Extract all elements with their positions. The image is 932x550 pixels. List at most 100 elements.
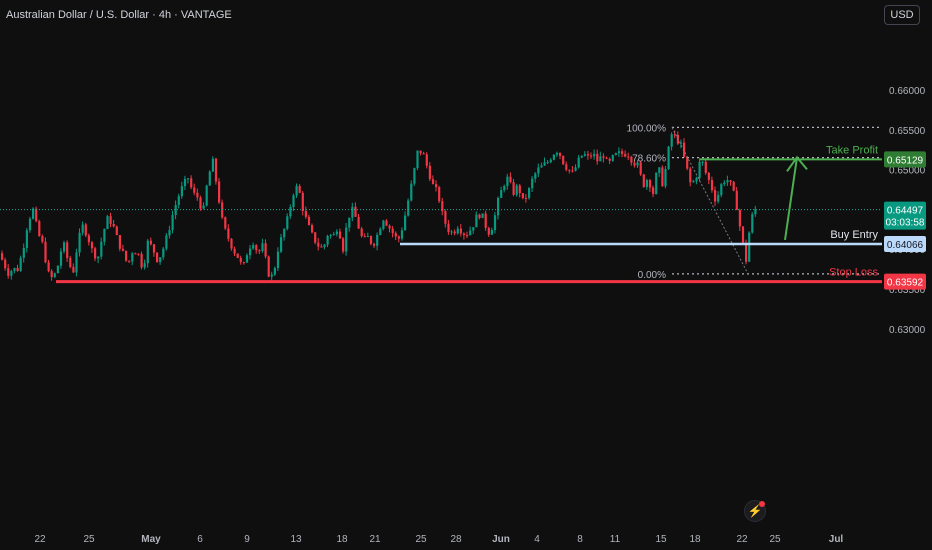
candle[interactable]	[648, 178, 652, 192]
candle[interactable]	[174, 200, 177, 220]
candle[interactable]	[280, 233, 283, 253]
candle[interactable]	[655, 171, 658, 195]
candle[interactable]	[664, 165, 667, 189]
lightning-bolt-icon[interactable]: ⚡	[744, 500, 766, 522]
candle[interactable]	[639, 160, 642, 176]
candle[interactable]	[720, 182, 723, 198]
candle[interactable]	[103, 228, 106, 246]
candle[interactable]	[373, 242, 376, 249]
candle[interactable]	[583, 151, 586, 157]
candle[interactable]	[466, 231, 469, 239]
fibonacci-retracement[interactable]: 100.00% 78.60% 0.00%	[627, 123, 882, 281]
candle[interactable]	[131, 251, 134, 266]
candle[interactable]	[338, 228, 342, 239]
candle[interactable]	[208, 170, 211, 186]
candle[interactable]	[621, 148, 624, 158]
candle[interactable]	[503, 184, 506, 193]
candle[interactable]	[633, 161, 636, 168]
candle[interactable]	[410, 180, 413, 202]
candle[interactable]	[382, 219, 385, 231]
candle[interactable]	[121, 244, 125, 252]
candle[interactable]	[652, 185, 655, 198]
candle[interactable]	[289, 204, 292, 219]
candle[interactable]	[379, 227, 382, 236]
candle[interactable]	[270, 271, 273, 282]
candle[interactable]	[28, 216, 32, 233]
candle[interactable]	[506, 173, 509, 190]
candle[interactable]	[698, 158, 701, 182]
candle[interactable]	[314, 232, 317, 245]
candle[interactable]	[66, 240, 69, 262]
candle[interactable]	[751, 211, 754, 234]
candle[interactable]	[156, 252, 159, 263]
candle[interactable]	[261, 238, 264, 253]
time-axis[interactable]: 22 25 May 6 9 13 18 21 25 28 Jun 4 8 11 15 18 22 25 Jul	[34, 534, 843, 545]
candle[interactable]	[72, 263, 75, 274]
candle[interactable]	[608, 157, 611, 165]
candle[interactable]	[574, 164, 577, 172]
candle[interactable]	[472, 227, 475, 235]
candle[interactable]	[190, 175, 193, 190]
candle[interactable]	[376, 232, 379, 251]
candle[interactable]	[518, 183, 521, 198]
candle[interactable]	[320, 243, 323, 248]
candle[interactable]	[369, 235, 373, 246]
candle[interactable]	[493, 211, 497, 234]
candle[interactable]	[459, 223, 462, 237]
candle[interactable]	[329, 233, 332, 239]
candle[interactable]	[128, 260, 131, 264]
candle[interactable]	[78, 228, 81, 257]
candle[interactable]	[360, 226, 363, 238]
candle[interactable]	[732, 180, 735, 192]
candle[interactable]	[214, 157, 218, 185]
candle[interactable]	[84, 222, 87, 238]
candle[interactable]	[137, 253, 140, 256]
candle[interactable]	[351, 202, 354, 222]
candle[interactable]	[729, 180, 732, 186]
candle[interactable]	[90, 240, 94, 253]
candle[interactable]	[196, 188, 199, 201]
candle[interactable]	[658, 167, 661, 177]
candle[interactable]	[168, 225, 171, 239]
candle[interactable]	[162, 246, 165, 260]
candle[interactable]	[304, 206, 307, 219]
candle[interactable]	[149, 237, 152, 246]
candle[interactable]	[97, 256, 100, 264]
candle[interactable]	[264, 239, 267, 259]
candle[interactable]	[53, 272, 56, 279]
candle[interactable]	[580, 155, 583, 159]
candle[interactable]	[193, 183, 196, 196]
candle[interactable]	[326, 234, 329, 248]
candle[interactable]	[741, 226, 745, 245]
candle[interactable]	[87, 233, 90, 246]
candle[interactable]	[354, 202, 357, 217]
candle[interactable]	[692, 179, 695, 183]
candle[interactable]	[444, 209, 447, 228]
candle[interactable]	[44, 237, 47, 264]
candle[interactable]	[13, 267, 16, 274]
candle[interactable]	[295, 183, 298, 198]
candle[interactable]	[407, 198, 410, 217]
candle[interactable]	[726, 175, 729, 186]
candle[interactable]	[559, 152, 562, 160]
candle[interactable]	[484, 210, 487, 231]
candle[interactable]	[199, 195, 202, 211]
candle[interactable]	[667, 145, 670, 170]
candle[interactable]	[218, 178, 221, 204]
candle[interactable]	[233, 246, 236, 256]
candle[interactable]	[562, 155, 565, 166]
candle[interactable]	[75, 248, 78, 277]
candle[interactable]	[283, 228, 286, 241]
candle[interactable]	[10, 269, 13, 280]
candle[interactable]	[25, 228, 28, 253]
candle[interactable]	[568, 169, 571, 174]
candle[interactable]	[435, 180, 438, 192]
candle[interactable]	[1, 250, 4, 261]
candle[interactable]	[47, 259, 50, 273]
candle[interactable]	[134, 252, 137, 255]
candle[interactable]	[543, 157, 546, 167]
candle[interactable]	[205, 184, 208, 207]
candle[interactable]	[38, 219, 41, 237]
projection-arrow[interactable]	[784, 155, 808, 241]
candle[interactable]	[704, 157, 707, 175]
